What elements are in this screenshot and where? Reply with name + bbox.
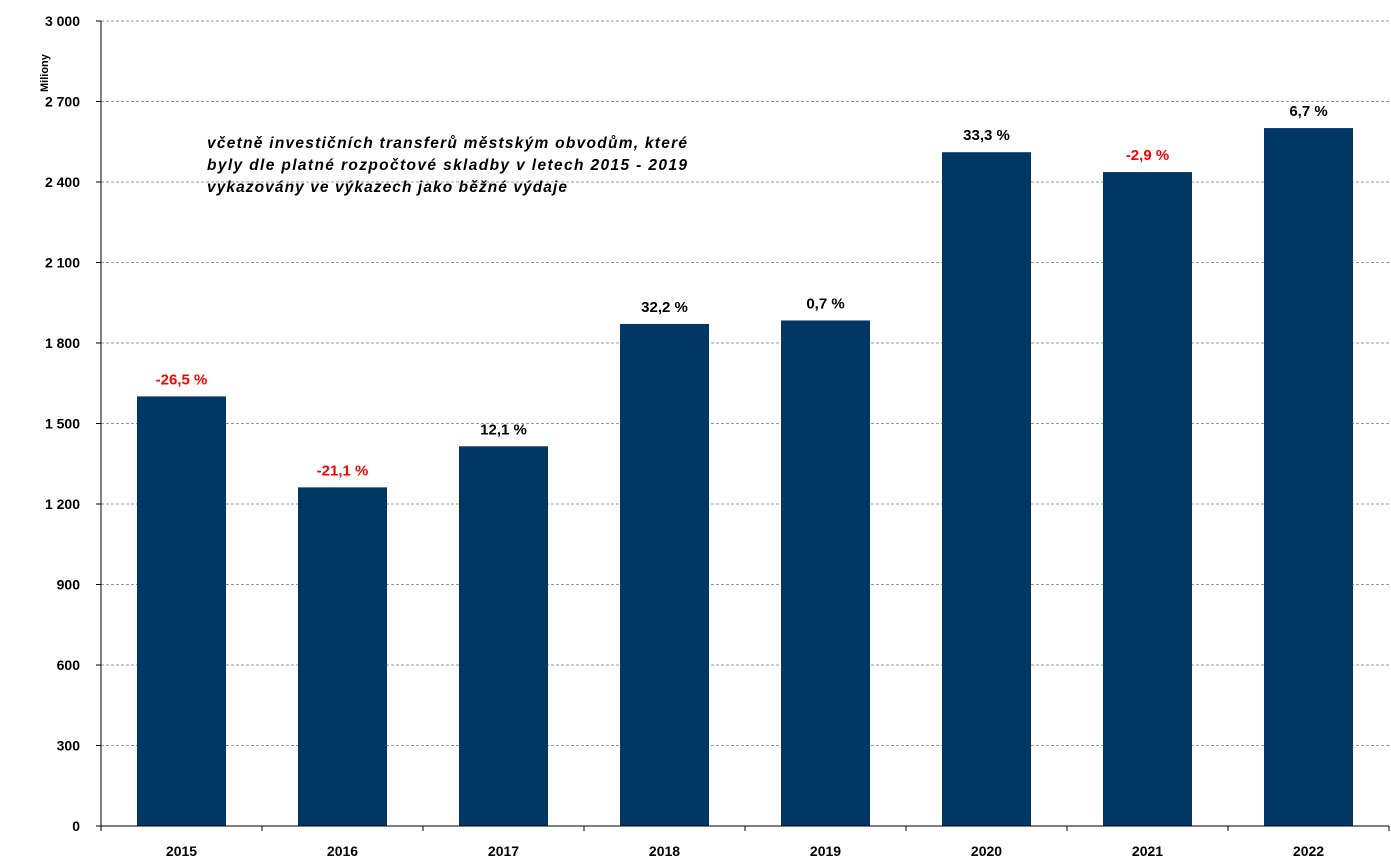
bar-2016 <box>298 487 387 826</box>
data-label: -21,1 % <box>317 462 369 479</box>
annotation-line: včetně investičních transferů městským o… <box>207 135 687 152</box>
bar-2018 <box>620 323 709 826</box>
gridlines <box>101 20 1389 746</box>
annotation-note: včetně investičních transferů městským o… <box>207 135 687 196</box>
bar-2022 <box>1264 128 1353 826</box>
data-label: 33,3 % <box>963 127 1010 144</box>
y-tick-label: 300 <box>57 738 81 754</box>
bar-2021 <box>1103 172 1192 827</box>
y-tick-label: 2 700 <box>45 94 80 110</box>
x-tick-label: 2022 <box>1293 843 1324 859</box>
data-label: 6,7 % <box>1289 103 1327 120</box>
y-tick-label: 900 <box>57 577 81 593</box>
y-tick-label: 2 400 <box>45 174 80 190</box>
x-tick-labels: 2015 2016 2017 2018 2019 2020 2021 2022 <box>166 843 1324 859</box>
y-tick-label: 1 500 <box>45 416 80 432</box>
y-tick-label: 2 100 <box>45 255 80 271</box>
y-axis-label: Miliony <box>39 53 51 92</box>
data-label: -2,9 % <box>1126 147 1169 164</box>
bar-2020 <box>942 152 1031 827</box>
y-tick-label: 1 200 <box>45 496 80 512</box>
bar-2015 <box>137 396 226 826</box>
data-label: 0,7 % <box>806 295 844 312</box>
data-label: 12,1 % <box>480 421 527 438</box>
axes <box>96 20 1390 831</box>
annotation-line: vykazovány ve výkazech jako běžné výdaje <box>207 179 567 196</box>
x-tick-label: 2015 <box>166 843 197 859</box>
bar-2017 <box>459 446 548 826</box>
x-tick-label: 2021 <box>1132 843 1163 859</box>
bars <box>137 128 1353 827</box>
bar-2019 <box>781 320 870 826</box>
x-tick-label: 2016 <box>327 843 358 859</box>
annotation-line: byly dle platné rozpočtové skladby v let… <box>207 157 687 174</box>
y-tick-label: 600 <box>57 657 81 673</box>
data-label: -26,5 % <box>156 371 208 388</box>
x-tick-label: 2020 <box>971 843 1002 859</box>
data-labels: -26,5 % -21,1 % 12,1 % 32,2 % 0,7 % 33,3 % -2,… <box>156 103 1328 479</box>
x-tick-label: 2019 <box>810 843 841 859</box>
y-tick-label: 1 800 <box>45 335 80 351</box>
x-tick-label: 2018 <box>649 843 680 859</box>
y-tick-label: 0 <box>72 818 80 834</box>
y-tick-labels: 0 300 600 900 1 200 1 500 1 800 2 100 2 400 2 700… <box>45 13 80 834</box>
y-tick-label: 3 000 <box>45 13 80 29</box>
data-label: 32,2 % <box>641 299 688 316</box>
x-tick-label: 2017 <box>488 843 519 859</box>
